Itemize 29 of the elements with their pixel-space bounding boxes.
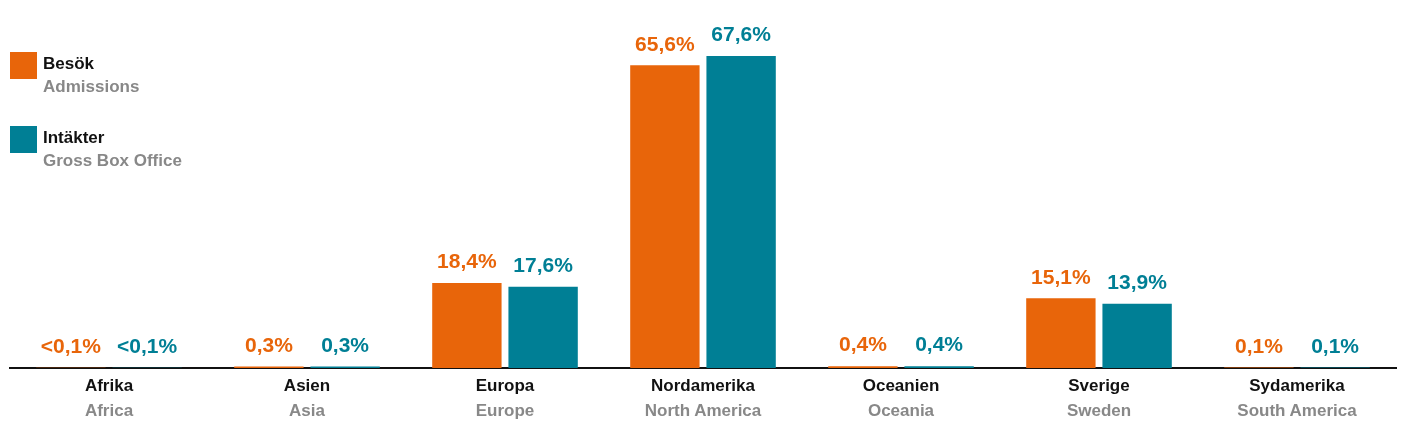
bar [630, 65, 700, 368]
legend-label: Besök Admissions [43, 53, 140, 98]
data-label: 0,1% [1234, 333, 1284, 357]
x-tick-label: Afrika Africa [84, 376, 134, 421]
data-label: 0,4% [838, 332, 888, 356]
x-tick-label: Asien Asia [283, 376, 331, 421]
data-label: 18,4% [437, 249, 497, 273]
bar [508, 286, 578, 368]
bar [706, 56, 776, 368]
x-tick-label: Nordamerika North America [644, 376, 762, 421]
legend-label: Intäkter Gross Box Office [43, 127, 182, 172]
data-label: 13,9% [1107, 270, 1168, 294]
data-label: 0,3% [321, 332, 370, 356]
data-label: <0,1% [117, 334, 178, 358]
x-tick-label: Oceanien Oceania [862, 376, 940, 421]
data-label: 65,6% [635, 31, 695, 55]
data-label: 0,3% [244, 332, 294, 356]
x-tick-label: Sydamerika South America [1237, 376, 1358, 421]
bar [1102, 303, 1172, 368]
data-label: <0,1% [40, 334, 102, 358]
bar [1026, 298, 1096, 368]
bar [432, 283, 502, 368]
data-label: 17,6% [513, 253, 574, 277]
data-label: 0,4% [915, 332, 964, 356]
data-label: 67,6% [711, 22, 772, 46]
x-tick-label: Europa Europe [475, 376, 535, 421]
data-label: 0,1% [1311, 333, 1360, 357]
x-tick-label: Sverige Sweden [1066, 376, 1132, 421]
data-label: 15,1% [1031, 264, 1091, 288]
